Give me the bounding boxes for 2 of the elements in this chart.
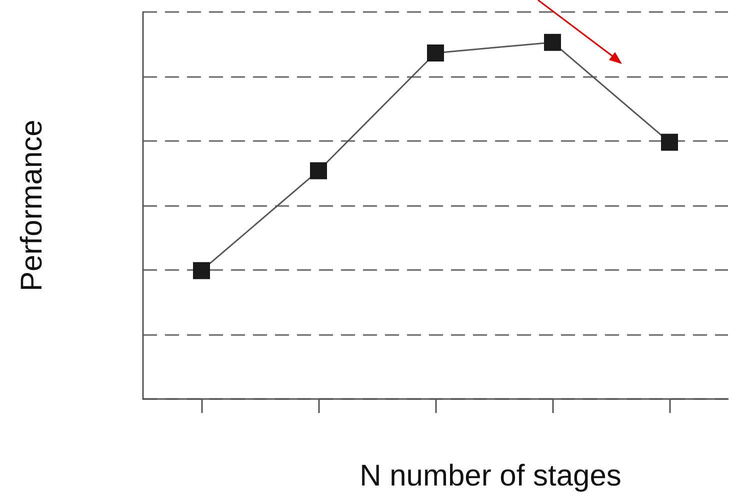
y-axis-title: Performance (16, 120, 48, 292)
x-axis-title: N number of stages (360, 460, 622, 492)
